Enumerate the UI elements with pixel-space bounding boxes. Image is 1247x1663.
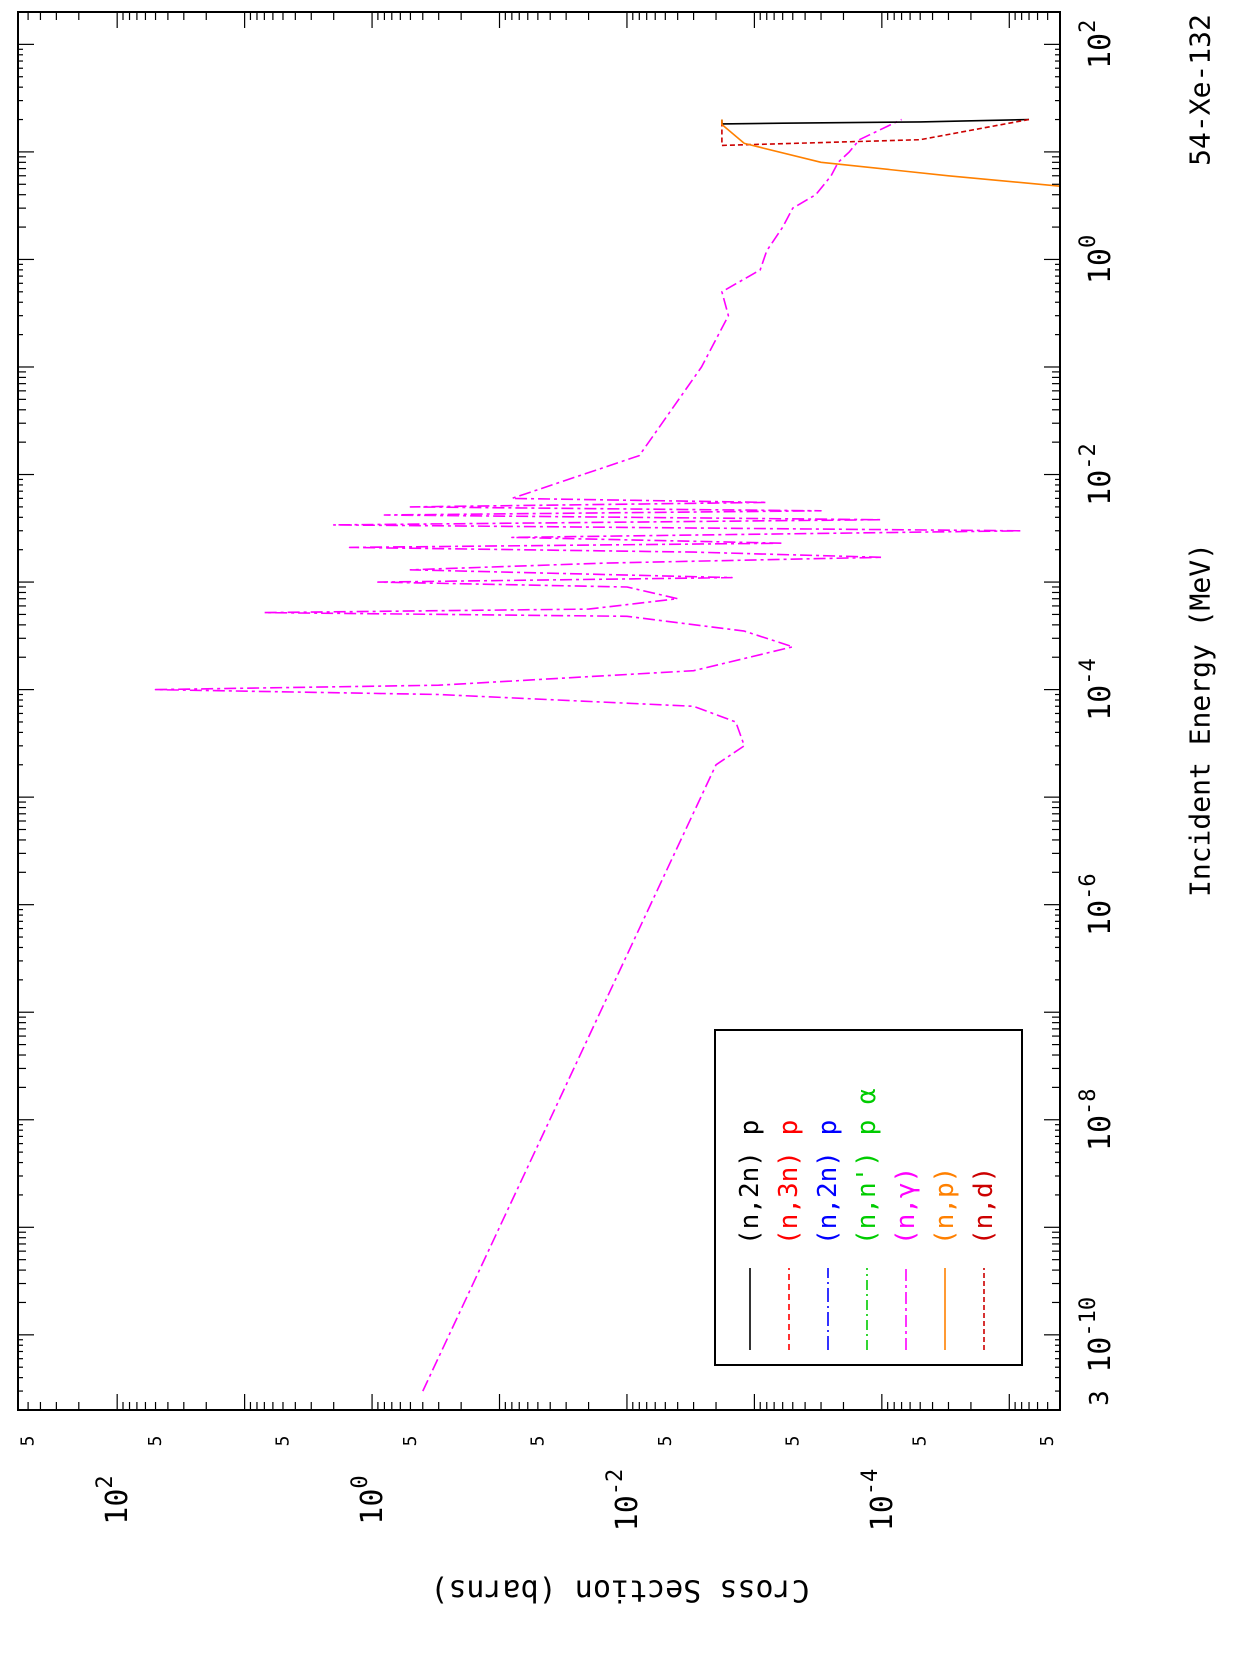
- y-minor-label: 5: [145, 1436, 166, 1447]
- tick-base: 10: [100, 1489, 135, 1525]
- tick-base: 10: [1083, 33, 1118, 69]
- tick-base: 10: [1083, 470, 1118, 506]
- x-tick-label: 100: [1076, 235, 1118, 284]
- tick-exponent: 0: [1076, 235, 1101, 248]
- legend-extra-3: α: [852, 1088, 882, 1119]
- series-group: [154, 118, 1060, 1392]
- legend-label-3: (n,n') p α: [852, 1088, 882, 1245]
- y-minor-label: 5: [1037, 1436, 1058, 1447]
- legend-box: [714, 1029, 1023, 1366]
- tick-base: 10: [1083, 900, 1118, 936]
- tick-exponent: -2: [1076, 443, 1101, 470]
- tick-base: 10: [1083, 1337, 1118, 1373]
- x-tick-label: 10-10: [1076, 1297, 1118, 1373]
- legend-label-4: (n,γ): [891, 1167, 921, 1245]
- y-minor-label: 5: [527, 1436, 548, 1447]
- tick-exponent: -6: [1076, 873, 1101, 900]
- legend-threshold-1: p: [774, 1120, 804, 1151]
- tick-base: 10: [864, 1495, 899, 1531]
- tick-exponent: 2: [1076, 20, 1101, 33]
- x-tick-label: 10-2: [1076, 443, 1118, 506]
- legend-label-1: (n,3n) p: [774, 1120, 804, 1245]
- plot-layer: [154, 118, 1060, 1392]
- chart-title: 54-Xe-132: [1184, 14, 1217, 166]
- y-minor-label: 5: [910, 1436, 931, 1447]
- y-minor-label: 5: [782, 1436, 803, 1447]
- y-minor-label: 5: [400, 1436, 421, 1447]
- tick-exponent: -4: [1076, 658, 1101, 685]
- legend-threshold-3: p: [852, 1120, 882, 1151]
- axis-layer: 10-1010-810-610-410-2100102310210010-210…: [17, 11, 1217, 1608]
- tick-base: 10: [1083, 685, 1118, 721]
- legend-label-5: (n,p): [930, 1167, 960, 1245]
- x-tick-label: 102: [1076, 20, 1118, 69]
- series-line-1: [721, 118, 1030, 125]
- tick-exponent: 2: [93, 1475, 118, 1488]
- legend-label-6: (n,d): [969, 1167, 999, 1245]
- y-tick-label: 102: [93, 1475, 135, 1524]
- series-line-0: [154, 118, 1023, 1392]
- tick-base: 10: [1083, 248, 1118, 284]
- legend-layer: (n,2n) p (n,3n) p (n,2n) p (n,n') p α (n,γ) (…: [714, 1029, 1023, 1366]
- x-axis-title: Incident Energy (MeV): [1184, 543, 1217, 897]
- frame-layer: [17, 11, 1061, 1411]
- legend-threshold-2: p: [813, 1120, 843, 1151]
- y-tick-label: 10-4: [857, 1469, 899, 1532]
- y-tick-label: 10-2: [602, 1469, 644, 1532]
- series-line-3: [721, 119, 1060, 187]
- legend-label-0: (n,2n) p: [735, 1120, 765, 1245]
- tick-exponent: -8: [1076, 1088, 1101, 1115]
- tick-base: 10: [609, 1495, 644, 1531]
- legend-label-2: (n,2n) p: [813, 1120, 843, 1245]
- plot-frame: [17, 11, 1061, 1411]
- y-minor-label: 5: [655, 1436, 676, 1447]
- x-tick-label: 10-8: [1076, 1088, 1118, 1151]
- legend-threshold-0: p: [735, 1120, 765, 1151]
- y-minor-label: 5: [272, 1436, 293, 1447]
- y-axis-title: Cross Section (barns): [430, 1573, 809, 1608]
- tick-exponent: -10: [1076, 1297, 1101, 1337]
- y-minor-label: 5: [18, 1436, 39, 1447]
- tick-exponent: -2: [602, 1469, 627, 1496]
- y-tick-label: 100: [348, 1475, 390, 1524]
- tick-exponent: 0: [348, 1475, 373, 1488]
- series-line-2: [721, 118, 1030, 147]
- tick-base: 10: [1083, 1115, 1118, 1151]
- tick-base: 10: [355, 1489, 390, 1525]
- x-edge-label: 3: [1085, 1390, 1115, 1406]
- tick-exponent: -4: [857, 1469, 882, 1496]
- x-tick-label: 10-6: [1076, 873, 1118, 936]
- x-tick-label: 10-4: [1076, 658, 1118, 721]
